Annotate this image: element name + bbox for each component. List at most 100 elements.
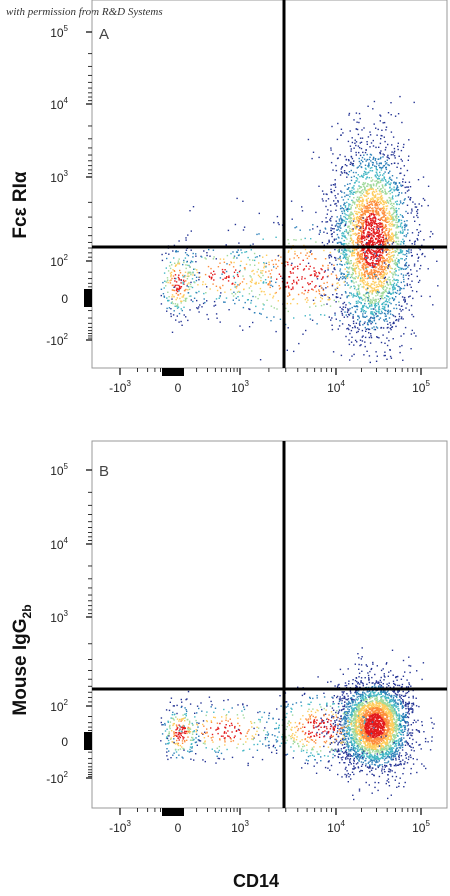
- event-dot: [179, 287, 182, 289]
- event-dot: [353, 252, 355, 254]
- event-dot: [379, 190, 381, 193]
- event-dot: [347, 249, 349, 251]
- event-dot: [397, 236, 399, 238]
- event-dot: [385, 209, 387, 211]
- event-dot: [166, 310, 168, 312]
- event-dot: [289, 258, 291, 260]
- event-dot: [252, 295, 254, 298]
- event-dot: [387, 737, 389, 739]
- event-dot: [408, 181, 411, 183]
- event-dot: [385, 191, 387, 194]
- event-dot: [334, 184, 336, 186]
- event-dot: [235, 287, 238, 289]
- event-dot: [405, 225, 408, 227]
- event-dot: [375, 281, 377, 283]
- event-dot: [417, 234, 419, 236]
- event-dot: [374, 752, 376, 755]
- event-dot: [401, 121, 403, 124]
- event-dot: [290, 272, 292, 274]
- event-dot: [344, 280, 346, 283]
- event-dot: [421, 205, 423, 207]
- event-dot: [368, 163, 370, 166]
- event-dot: [365, 220, 367, 222]
- event-dot: [350, 179, 353, 182]
- event-dot: [365, 257, 367, 259]
- event-dot: [178, 290, 180, 292]
- event-dot: [343, 225, 346, 227]
- event-dot: [387, 265, 389, 267]
- event-dot: [175, 319, 177, 321]
- event-dot: [367, 307, 369, 309]
- event-dot: [361, 200, 363, 203]
- event-dot: [384, 149, 387, 151]
- event-dot: [404, 223, 406, 225]
- event-dot: [378, 760, 380, 762]
- event-dot: [333, 299, 335, 301]
- event-dot: [197, 307, 199, 310]
- event-dot: [394, 183, 396, 185]
- event-dot: [232, 251, 234, 253]
- event-dot: [383, 209, 385, 211]
- event-dot: [177, 276, 180, 279]
- event-dot: [313, 303, 315, 305]
- event-dot: [371, 682, 373, 684]
- event-dot: [219, 277, 222, 279]
- event-dot: [392, 241, 395, 244]
- event-dot: [397, 148, 399, 151]
- event-dot: [320, 294, 322, 296]
- event-dot: [359, 241, 361, 243]
- event-dot: [360, 277, 362, 279]
- event-dot: [310, 250, 312, 252]
- event-dot: [287, 239, 289, 241]
- event-dot: [163, 272, 166, 274]
- event-dot: [407, 229, 409, 231]
- event-dot: [366, 323, 369, 326]
- event-dot: [178, 277, 180, 280]
- event-dot: [197, 284, 199, 286]
- event-dot: [271, 259, 273, 262]
- event-dot: [355, 192, 357, 194]
- event-dot: [416, 670, 418, 672]
- event-dot: [312, 224, 314, 226]
- event-dot: [383, 259, 385, 262]
- event-dot: [204, 283, 207, 285]
- event-dot: [378, 284, 381, 286]
- event-dot: [404, 284, 406, 287]
- event-dot: [376, 327, 379, 329]
- event-dot: [369, 264, 371, 266]
- event-dot: [183, 259, 185, 262]
- event-dot: [369, 277, 371, 279]
- event-dot: [318, 271, 320, 274]
- event-dot: [374, 757, 377, 759]
- event-dot: [360, 209, 362, 211]
- event-dot: [396, 233, 398, 236]
- event-dot: [347, 140, 350, 143]
- event-dot: [390, 198, 392, 200]
- event-dot: [340, 264, 343, 266]
- event-dot: [343, 752, 345, 754]
- event-dot: [366, 284, 369, 286]
- event-dot: [418, 730, 420, 732]
- event-dot: [192, 252, 194, 255]
- event-dot: [391, 151, 393, 153]
- event-dot: [342, 132, 344, 134]
- event-dot: [385, 219, 387, 221]
- event-dot: [372, 694, 374, 697]
- event-dot: [275, 281, 277, 284]
- event-dot: [372, 231, 375, 233]
- event-dot: [344, 243, 346, 245]
- event-dot: [384, 188, 386, 191]
- event-dot: [393, 211, 396, 214]
- event-dot: [400, 273, 403, 275]
- event-dot: [371, 170, 373, 172]
- event-dot: [288, 286, 290, 289]
- event-dot: [381, 764, 383, 766]
- event-dot: [223, 272, 226, 274]
- event-dot: [260, 277, 262, 279]
- event-dot: [183, 261, 185, 264]
- event-dot: [337, 296, 339, 298]
- event-dot: [391, 738, 393, 740]
- event-dot: [394, 728, 397, 730]
- event-dot: [379, 254, 381, 256]
- event-dot: [373, 319, 376, 321]
